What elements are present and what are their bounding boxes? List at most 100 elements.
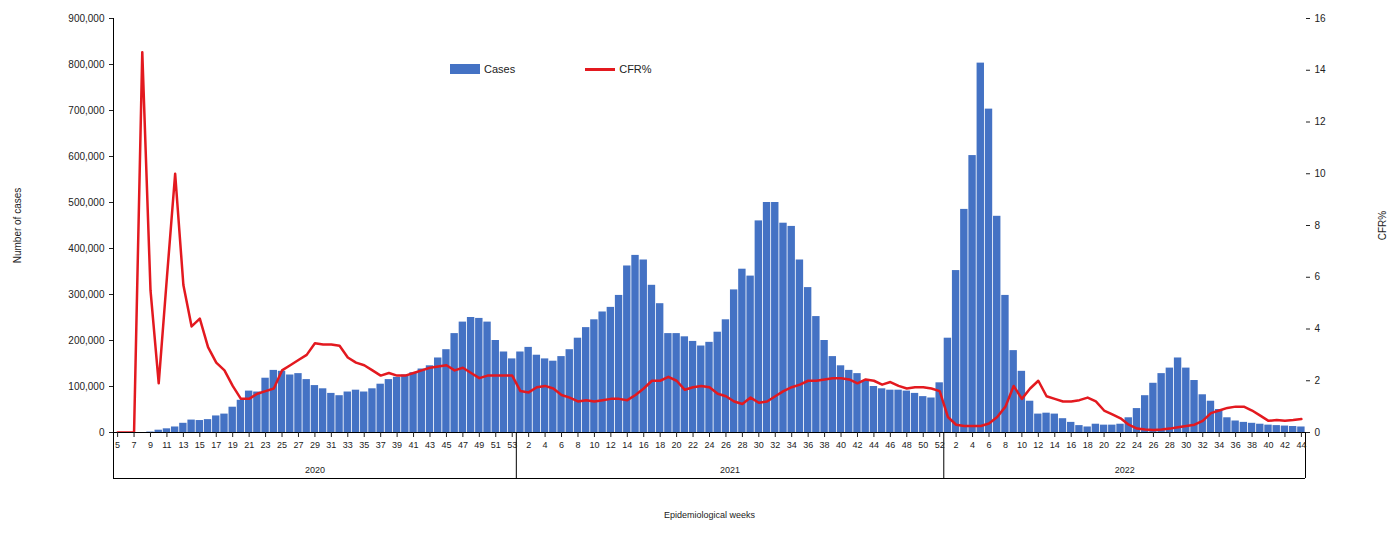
svg-text:21: 21 bbox=[244, 440, 254, 450]
svg-text:26: 26 bbox=[1148, 440, 1158, 450]
svg-text:33: 33 bbox=[343, 440, 353, 450]
svg-text:32: 32 bbox=[1198, 440, 1208, 450]
svg-text:18: 18 bbox=[1083, 440, 1093, 450]
svg-text:40: 40 bbox=[836, 440, 846, 450]
svg-text:35: 35 bbox=[359, 440, 369, 450]
svg-text:44: 44 bbox=[869, 440, 879, 450]
svg-text:43: 43 bbox=[425, 440, 435, 450]
svg-text:29: 29 bbox=[310, 440, 320, 450]
svg-text:24: 24 bbox=[704, 440, 714, 450]
svg-text:12: 12 bbox=[1315, 116, 1327, 127]
svg-text:37: 37 bbox=[376, 440, 386, 450]
svg-text:8: 8 bbox=[1003, 440, 1008, 450]
svg-text:300,000: 300,000 bbox=[68, 289, 105, 300]
svg-text:48: 48 bbox=[902, 440, 912, 450]
svg-text:20: 20 bbox=[1099, 440, 1109, 450]
svg-text:15: 15 bbox=[195, 440, 205, 450]
svg-text:2022: 2022 bbox=[1115, 465, 1135, 475]
svg-text:50: 50 bbox=[918, 440, 928, 450]
svg-text:46: 46 bbox=[885, 440, 895, 450]
svg-text:14: 14 bbox=[1315, 64, 1327, 75]
svg-text:17: 17 bbox=[211, 440, 221, 450]
svg-text:40: 40 bbox=[1263, 440, 1273, 450]
svg-text:30: 30 bbox=[1181, 440, 1191, 450]
svg-text:13: 13 bbox=[178, 440, 188, 450]
svg-text:39: 39 bbox=[392, 440, 402, 450]
svg-text:6: 6 bbox=[559, 440, 564, 450]
html-text:CFR%: CFR% bbox=[619, 63, 652, 75]
svg-text:Number of cases: Number of cases bbox=[12, 188, 23, 264]
svg-text:24: 24 bbox=[1132, 440, 1142, 450]
svg-text:14: 14 bbox=[622, 440, 632, 450]
svg-text:32: 32 bbox=[770, 440, 780, 450]
svg-text:41: 41 bbox=[409, 440, 419, 450]
svg-text:7: 7 bbox=[132, 440, 137, 450]
svg-text:6: 6 bbox=[1315, 271, 1321, 282]
svg-text:100,000: 100,000 bbox=[68, 381, 105, 392]
svg-text:800,000: 800,000 bbox=[68, 59, 105, 70]
svg-text:52: 52 bbox=[935, 440, 945, 450]
svg-text:38: 38 bbox=[820, 440, 830, 450]
svg-text:16: 16 bbox=[1066, 440, 1076, 450]
svg-text:34: 34 bbox=[787, 440, 797, 450]
svg-text:36: 36 bbox=[803, 440, 813, 450]
svg-text:0: 0 bbox=[99, 427, 105, 438]
svg-text:2: 2 bbox=[954, 440, 959, 450]
svg-text:27: 27 bbox=[293, 440, 303, 450]
svg-text:49: 49 bbox=[474, 440, 484, 450]
svg-text:23: 23 bbox=[261, 440, 271, 450]
svg-text:4: 4 bbox=[970, 440, 975, 450]
svg-text:42: 42 bbox=[1280, 440, 1290, 450]
svg-text:12: 12 bbox=[606, 440, 616, 450]
svg-text:14: 14 bbox=[1050, 440, 1060, 450]
svg-text:25: 25 bbox=[277, 440, 287, 450]
svg-text:22: 22 bbox=[1116, 440, 1126, 450]
svg-text:36: 36 bbox=[1231, 440, 1241, 450]
svg-text:4: 4 bbox=[1315, 323, 1321, 334]
svg-text:28: 28 bbox=[1165, 440, 1175, 450]
svg-text:26: 26 bbox=[721, 440, 731, 450]
svg-text:900,000: 900,000 bbox=[68, 13, 105, 24]
svg-text:18: 18 bbox=[655, 440, 665, 450]
svg-text:700,000: 700,000 bbox=[68, 105, 105, 116]
svg-text:11: 11 bbox=[162, 440, 171, 450]
svg-text:12: 12 bbox=[1033, 440, 1043, 450]
svg-text:10: 10 bbox=[1315, 168, 1327, 179]
svg-text:20: 20 bbox=[672, 440, 682, 450]
svg-text:28: 28 bbox=[737, 440, 747, 450]
svg-text:200,000: 200,000 bbox=[68, 335, 105, 346]
svg-text:0: 0 bbox=[1315, 427, 1321, 438]
svg-text:2: 2 bbox=[1315, 375, 1321, 386]
svg-text:51: 51 bbox=[491, 440, 501, 450]
svg-text:47: 47 bbox=[458, 440, 468, 450]
svg-text:34: 34 bbox=[1214, 440, 1224, 450]
html-text:Cases: Cases bbox=[484, 63, 516, 75]
svg-text:9: 9 bbox=[148, 440, 153, 450]
svg-text:CFR%: CFR% bbox=[1377, 211, 1388, 241]
svg-text:Epidemiological weeks: Epidemiological weeks bbox=[664, 510, 756, 520]
svg-text:16: 16 bbox=[1315, 13, 1327, 24]
svg-text:45: 45 bbox=[441, 440, 451, 450]
svg-text:10: 10 bbox=[589, 440, 599, 450]
svg-text:31: 31 bbox=[326, 440, 336, 450]
svg-text:42: 42 bbox=[852, 440, 862, 450]
svg-text:8: 8 bbox=[1315, 220, 1321, 231]
svg-text:500,000: 500,000 bbox=[68, 197, 105, 208]
svg-text:16: 16 bbox=[639, 440, 649, 450]
svg-text:600,000: 600,000 bbox=[68, 151, 105, 162]
svg-text:19: 19 bbox=[228, 440, 238, 450]
svg-text:6: 6 bbox=[986, 440, 991, 450]
svg-text:10: 10 bbox=[1017, 440, 1027, 450]
svg-text:53: 53 bbox=[507, 440, 517, 450]
svg-text:400,000: 400,000 bbox=[68, 243, 105, 254]
svg-text:22: 22 bbox=[688, 440, 698, 450]
svg-text:5: 5 bbox=[115, 440, 120, 450]
svg-text:2020: 2020 bbox=[305, 465, 325, 475]
svg-text:2021: 2021 bbox=[720, 465, 740, 475]
svg-text:38: 38 bbox=[1247, 440, 1257, 450]
svg-text:2: 2 bbox=[526, 440, 531, 450]
svg-text:30: 30 bbox=[754, 440, 764, 450]
svg-text:8: 8 bbox=[575, 440, 580, 450]
svg-text:44: 44 bbox=[1296, 440, 1306, 450]
svg-text:4: 4 bbox=[543, 440, 548, 450]
